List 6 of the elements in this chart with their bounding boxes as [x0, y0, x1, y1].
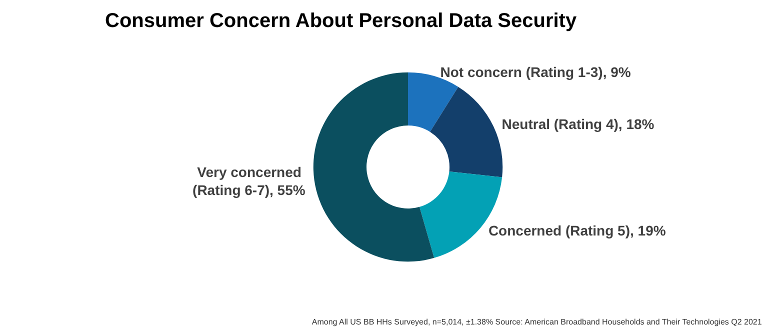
text: Among All US BB HHs Surveyed, n=5,014, ±1.38% Source: American Broadband Households and Their Technologies Q2 2021: [312, 318, 762, 326]
slice-label: Neutral (Rating 4), 18%: [502, 116, 655, 132]
slice-label: Very concerned (Rating 6-7), 55%: [192, 164, 306, 198]
slice-label: Concerned (Rating 5), 19%: [488, 222, 666, 239]
chart-title: Consumer Concern About Personal Data Security: [105, 10, 578, 32]
slice-label: Not concern (Rating 1-3), 9%: [440, 64, 632, 80]
